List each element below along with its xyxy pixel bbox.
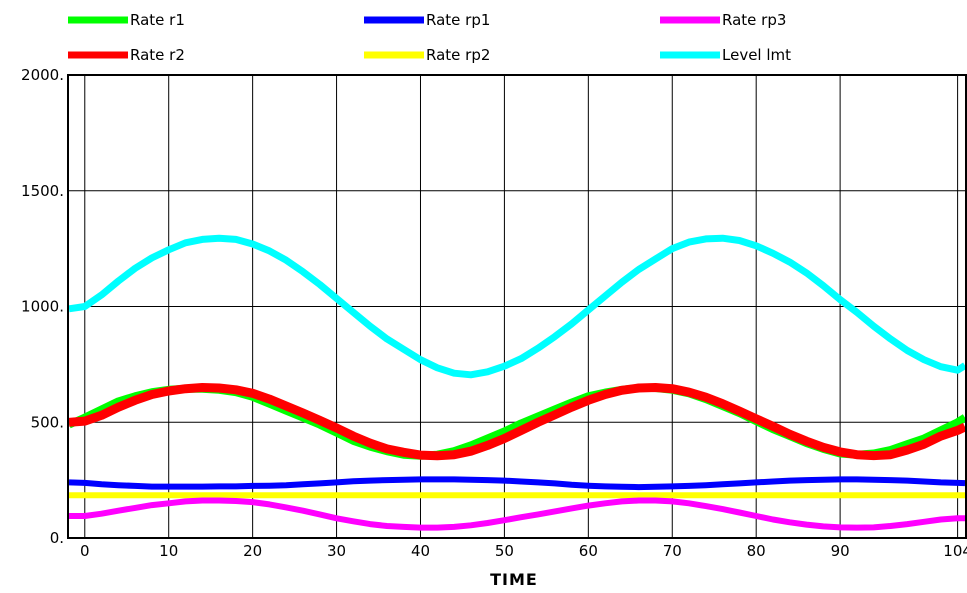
legend-item: Rate r2 <box>68 46 185 64</box>
series-line-level-lmt <box>68 234 967 379</box>
x-axis: 0 10 20 30 40 50 60 70 80 90 104 <box>80 542 967 560</box>
legend-label: Level lmt <box>722 46 791 64</box>
x-axis-title: TIME <box>490 570 538 589</box>
y-tick-label: 500. <box>31 413 64 431</box>
legend-label: Rate r1 <box>130 11 185 29</box>
legend-label: Rate rp1 <box>426 11 490 29</box>
chart-series-group <box>67 234 967 531</box>
y-tick-label: 1500. <box>21 182 64 200</box>
legend-item: Rate rp3 <box>660 11 786 29</box>
x-tick-label: 70 <box>663 542 682 560</box>
x-tick-label: 40 <box>411 542 430 560</box>
chart-legend: Rate r1 Rate r2 Rate rp1 Rate rp2 Rate rp3 Le… <box>68 11 791 64</box>
chart-grid <box>68 74 966 539</box>
x-tick-label: 0 <box>80 542 90 560</box>
legend-item: Level lmt <box>660 46 791 64</box>
y-tick-label: 1000. <box>21 298 64 316</box>
x-tick-label: 90 <box>831 542 850 560</box>
plot-frame <box>67 74 967 539</box>
legend-item: Rate rp1 <box>364 11 490 29</box>
legend-item: Rate rp2 <box>364 46 490 64</box>
series-line-rate-rp3 <box>69 497 965 531</box>
y-axis: 0. 500. 1000. 1500. 2000. <box>21 66 64 547</box>
legend-item: Rate r1 <box>68 11 185 29</box>
x-tick-label: 104 <box>943 542 967 560</box>
x-tick-label: 80 <box>747 542 766 560</box>
legend-label: Rate r2 <box>130 46 185 64</box>
series-line-rate-r2 <box>68 383 967 461</box>
legend-label: Rate rp2 <box>426 46 490 64</box>
x-tick-label: 50 <box>495 542 514 560</box>
y-tick-label: 0. <box>50 529 64 547</box>
x-tick-label: 30 <box>327 542 346 560</box>
x-tick-label: 60 <box>579 542 598 560</box>
x-tick-label: 20 <box>243 542 262 560</box>
y-tick-label: 2000. <box>21 66 64 84</box>
legend-label: Rate rp3 <box>722 11 786 29</box>
series-line-rate-rp1 <box>68 476 966 491</box>
x-tick-label: 10 <box>159 542 178 560</box>
